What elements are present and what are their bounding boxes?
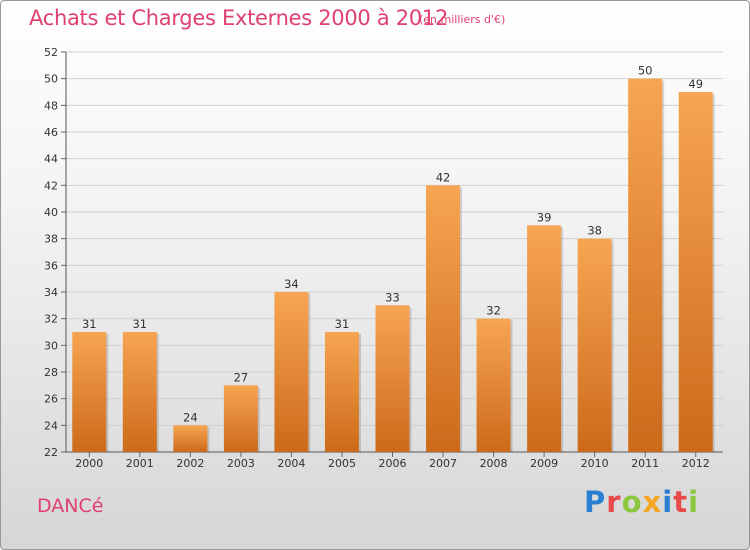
- x-tick-label: 2007: [429, 457, 457, 470]
- bar: [324, 332, 359, 452]
- bar-value-label: 27: [234, 370, 249, 384]
- x-tick-label: 2010: [581, 457, 609, 470]
- bar-value-label: 33: [385, 290, 400, 304]
- x-tick-label: 2011: [631, 457, 659, 470]
- y-tick-label: 30: [44, 339, 58, 352]
- chart-subtitle: (en milliers d'€): [419, 13, 506, 26]
- chart-title: Achats et Charges Externes 2000 à 2012: [29, 6, 449, 30]
- commune-name: DANCé: [37, 495, 104, 517]
- bar: [426, 185, 461, 453]
- x-tick-label: 2002: [176, 457, 204, 470]
- bar-value-label: 31: [335, 317, 350, 331]
- bar-value-label: 42: [436, 170, 451, 184]
- plot-area: 22 24 26 28 30 32 34 36 38 40 42 44 46 48 50 52 31 2000 31…: [44, 46, 723, 470]
- x-tick-label: 2006: [379, 457, 407, 470]
- y-tick-label: 38: [44, 233, 58, 246]
- y-tick-label: 44: [44, 153, 58, 166]
- y-tick-label: 40: [44, 206, 58, 219]
- bar-value-label: 32: [486, 304, 501, 318]
- logo-letter: i: [688, 485, 700, 519]
- y-tick-label: 46: [44, 126, 58, 139]
- logo-letter: P: [584, 485, 607, 519]
- bar: [223, 385, 258, 452]
- x-tick-label: 2012: [682, 457, 710, 470]
- bar: [72, 332, 107, 452]
- bar-value-label: 31: [82, 317, 97, 331]
- y-tick-label: 28: [44, 366, 58, 379]
- bar: [122, 332, 157, 452]
- logo-letter: o: [621, 485, 643, 519]
- bar-value-label: 24: [183, 410, 198, 424]
- x-tick-label: 2005: [328, 457, 356, 470]
- bar: [476, 318, 511, 452]
- bar-value-label: 34: [284, 277, 299, 291]
- bar: [577, 238, 612, 452]
- bar: [628, 78, 663, 453]
- bar: [375, 305, 410, 452]
- bar: [274, 292, 309, 452]
- y-tick-label: 24: [44, 419, 58, 432]
- y-tick-label: 48: [44, 99, 58, 112]
- bar: [173, 425, 208, 452]
- y-tick-label: 42: [44, 179, 58, 192]
- bar: [527, 225, 562, 452]
- logo-letter: t: [673, 485, 689, 519]
- bar-value-label: 50: [638, 64, 653, 78]
- logo-letter: r: [606, 485, 622, 519]
- logo-letter: i: [662, 485, 674, 519]
- x-tick-label: 2008: [480, 457, 508, 470]
- y-tick-label: 22: [44, 446, 58, 459]
- y-tick-label: 34: [44, 286, 58, 299]
- x-tick-label: 2004: [277, 457, 305, 470]
- y-tick-label: 50: [44, 73, 58, 86]
- y-tick-label: 52: [44, 46, 58, 59]
- x-tick-label: 2000: [75, 457, 103, 470]
- bar-value-label: 39: [537, 210, 552, 224]
- y-tick-label: 26: [44, 393, 58, 406]
- proxiti-logo: Proxiti: [584, 485, 699, 519]
- bar-value-label: 31: [132, 317, 147, 331]
- x-tick-label: 2009: [530, 457, 558, 470]
- bar: [678, 92, 713, 452]
- logo-letter: x: [642, 485, 663, 519]
- x-tick-label: 2003: [227, 457, 255, 470]
- y-tick-label: 32: [44, 313, 58, 326]
- bar-value-label: 49: [688, 77, 703, 91]
- x-tick-label: 2001: [126, 457, 154, 470]
- bar-value-label: 38: [587, 224, 602, 238]
- y-tick-label: 36: [44, 259, 58, 272]
